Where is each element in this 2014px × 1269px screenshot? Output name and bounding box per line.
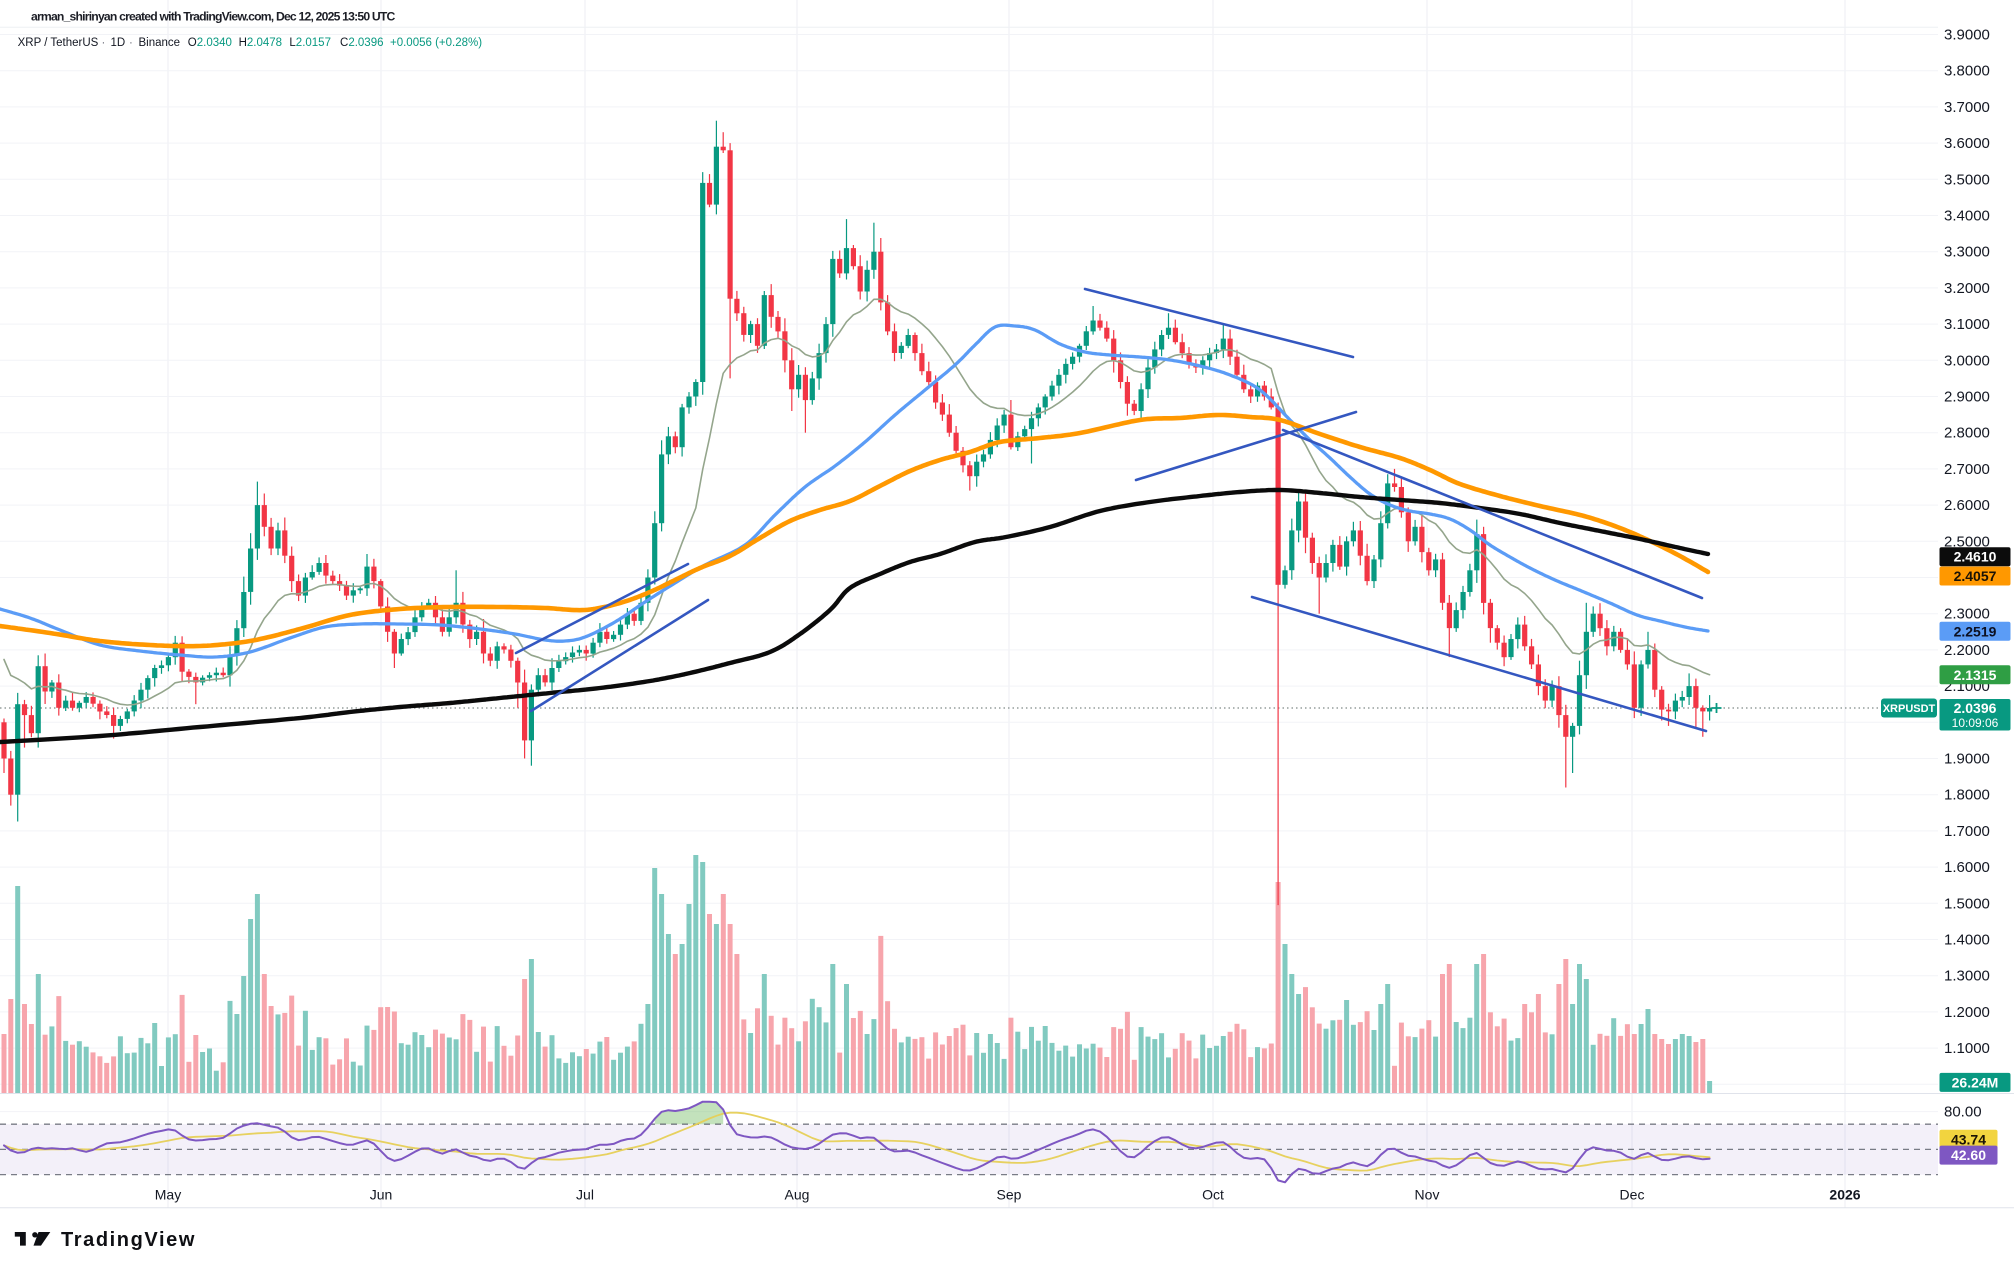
- svg-text:Sep: Sep: [997, 1187, 1022, 1203]
- svg-text:TradingView: TradingView: [61, 1229, 196, 1251]
- svg-text:3.2000: 3.2000: [1944, 280, 1990, 297]
- svg-text:3.0000: 3.0000: [1944, 352, 1990, 369]
- svg-text:80.00: 80.00: [1944, 1104, 1982, 1121]
- svg-text:XRP / TetherUS: XRP / TetherUS: [18, 37, 99, 49]
- svg-text:L2.0157: L2.0157: [289, 37, 331, 49]
- svg-text:+0.0056 (+0.28%): +0.0056 (+0.28%): [390, 37, 482, 49]
- svg-text:42.60: 42.60: [1951, 1147, 1986, 1163]
- svg-text:Binance: Binance: [139, 37, 181, 49]
- svg-text:3.7000: 3.7000: [1944, 99, 1990, 116]
- svg-text:Jul: Jul: [576, 1187, 594, 1203]
- svg-text:Nov: Nov: [1415, 1187, 1440, 1203]
- svg-text:1.9000: 1.9000: [1944, 751, 1990, 768]
- svg-text:1.7000: 1.7000: [1944, 823, 1990, 840]
- svg-text:43.74: 43.74: [1951, 1131, 1986, 1147]
- svg-text:2.5000: 2.5000: [1944, 533, 1990, 550]
- svg-text:2.9000: 2.9000: [1944, 389, 1990, 406]
- svg-text:3.9000: 3.9000: [1944, 27, 1990, 44]
- svg-text:1.3000: 1.3000: [1944, 968, 1990, 985]
- svg-text:2.4057: 2.4057: [1954, 568, 1997, 584]
- svg-text:1D: 1D: [111, 37, 126, 49]
- svg-text:Jun: Jun: [370, 1187, 393, 1203]
- svg-text:2.2519: 2.2519: [1954, 623, 1997, 639]
- svg-text:1.6000: 1.6000: [1944, 859, 1990, 876]
- svg-text:2.7000: 2.7000: [1944, 461, 1990, 478]
- svg-text:3.3000: 3.3000: [1944, 244, 1990, 261]
- svg-text:2.0396: 2.0396: [1954, 700, 1997, 716]
- svg-text:3.4000: 3.4000: [1944, 208, 1990, 225]
- svg-text:Oct: Oct: [1202, 1187, 1224, 1203]
- svg-text:XRPUSDT: XRPUSDT: [1883, 703, 1936, 715]
- svg-text:2.8000: 2.8000: [1944, 425, 1990, 442]
- svg-text:H2.0478: H2.0478: [239, 37, 283, 49]
- svg-text:·: ·: [102, 37, 106, 49]
- svg-text:1.2000: 1.2000: [1944, 1004, 1990, 1021]
- svg-text:1.8000: 1.8000: [1944, 787, 1990, 804]
- svg-text:2.3000: 2.3000: [1944, 606, 1990, 623]
- svg-text:May: May: [155, 1187, 181, 1203]
- svg-text:3.1000: 3.1000: [1944, 316, 1990, 333]
- svg-text:1.5000: 1.5000: [1944, 895, 1990, 912]
- svg-text:2.1315: 2.1315: [1954, 667, 1997, 683]
- svg-text:10:09:06: 10:09:06: [1952, 716, 1999, 730]
- svg-text:3.6000: 3.6000: [1944, 135, 1990, 152]
- svg-text:2.2000: 2.2000: [1944, 642, 1990, 659]
- svg-text:Dec: Dec: [1620, 1187, 1645, 1203]
- svg-text:3.5000: 3.5000: [1944, 171, 1990, 188]
- svg-text:2.4610: 2.4610: [1954, 549, 1997, 565]
- svg-text:2.6000: 2.6000: [1944, 497, 1990, 514]
- svg-text:arman_shirinyan created with T: arman_shirinyan created with TradingView…: [31, 10, 396, 24]
- svg-text:26.24M: 26.24M: [1952, 1074, 1999, 1090]
- svg-text:C2.0396: C2.0396: [340, 37, 384, 49]
- svg-text:3.8000: 3.8000: [1944, 63, 1990, 80]
- svg-text:2026: 2026: [1829, 1187, 1860, 1203]
- svg-text:O2.0340: O2.0340: [188, 37, 232, 49]
- svg-text:Aug: Aug: [785, 1187, 810, 1203]
- svg-text:1.1000: 1.1000: [1944, 1040, 1990, 1057]
- svg-text:·: ·: [129, 37, 133, 49]
- svg-text:1.4000: 1.4000: [1944, 932, 1990, 949]
